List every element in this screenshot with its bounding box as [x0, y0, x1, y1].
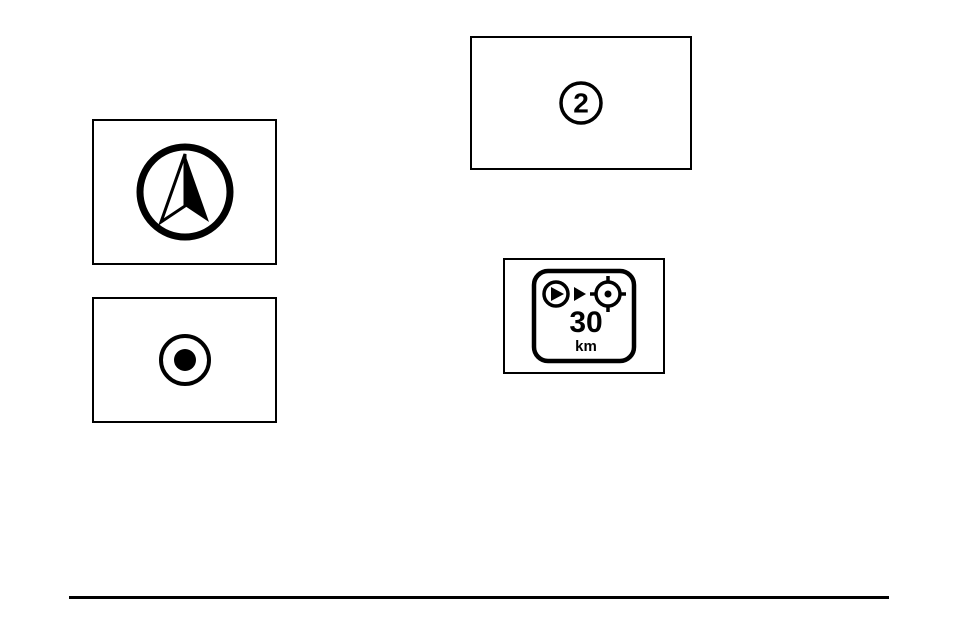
panel-distance: 30 km	[503, 258, 665, 374]
distance-to-target-icon: 30 km	[528, 266, 640, 366]
point-icon	[150, 325, 220, 395]
distance-value: 30	[569, 306, 602, 339]
panel-compass	[92, 119, 277, 265]
two-label: 2	[573, 88, 589, 119]
distance-unit: km	[575, 338, 597, 355]
circled-two-icon: 2	[551, 73, 611, 133]
footer-rule	[69, 596, 889, 599]
panel-two: 2	[470, 36, 692, 170]
compass-icon	[125, 132, 245, 252]
panel-point	[92, 297, 277, 423]
